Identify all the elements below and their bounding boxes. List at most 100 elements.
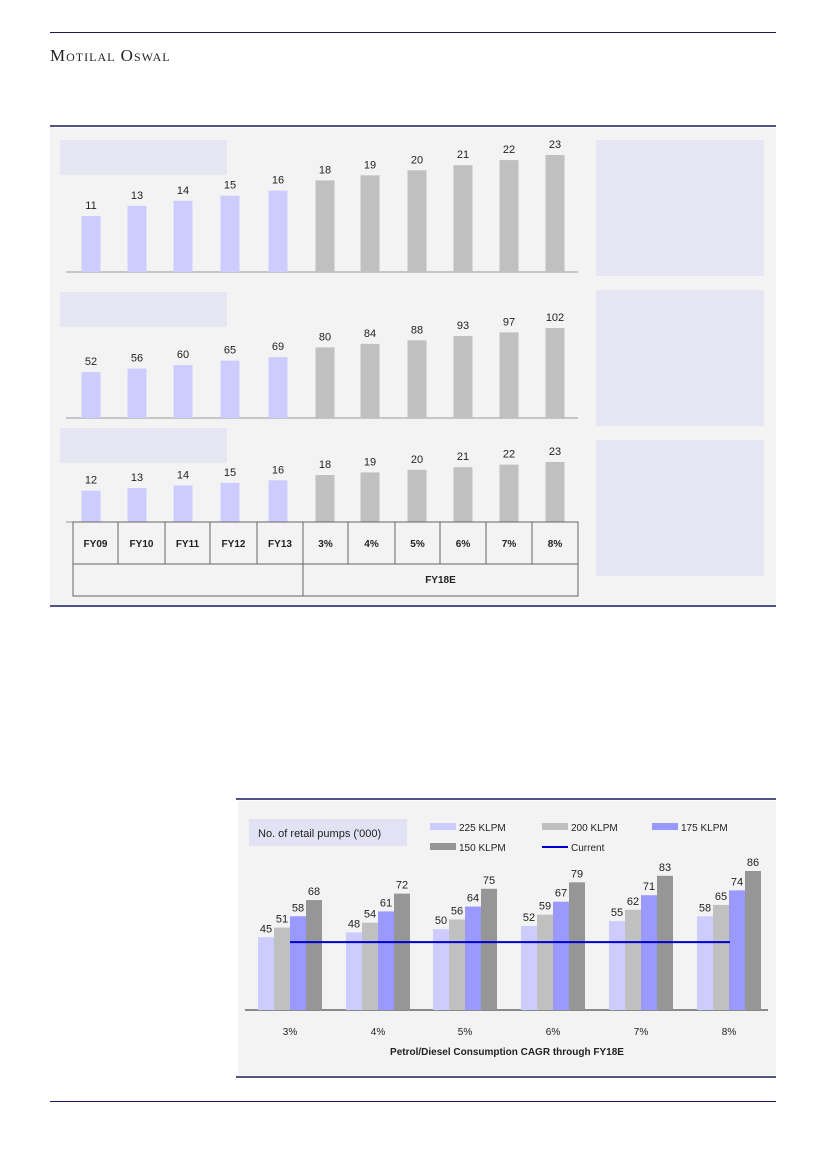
header-rule	[50, 32, 776, 33]
table-category-label: 4%	[364, 539, 379, 550]
bar	[449, 919, 465, 1010]
bar	[394, 893, 410, 1010]
bar	[258, 937, 274, 1010]
bar	[641, 895, 657, 1010]
bar	[745, 871, 761, 1010]
bar	[173, 485, 193, 522]
panel-title-box	[60, 292, 227, 327]
bar	[537, 914, 553, 1010]
data-label: 11	[85, 200, 96, 212]
bar	[173, 200, 193, 272]
data-label: 74	[731, 876, 743, 888]
data-label: 21	[457, 451, 469, 463]
category-table	[72, 521, 579, 597]
data-label: 15	[224, 180, 236, 192]
data-label: 13	[131, 190, 143, 202]
data-label: 88	[411, 324, 423, 336]
bar	[499, 464, 519, 522]
bar	[713, 904, 729, 1010]
data-label: 14	[177, 469, 189, 481]
data-label: 22	[503, 449, 515, 461]
bar	[378, 911, 394, 1010]
panel-title-box	[60, 140, 227, 175]
data-label: 84	[364, 328, 376, 340]
data-label: 21	[457, 149, 469, 161]
bar	[362, 922, 378, 1010]
bar	[268, 190, 288, 272]
bar	[306, 900, 322, 1010]
bar	[453, 467, 473, 522]
side-note-box	[596, 140, 764, 276]
exhibit-bar-charts: 11 13 14 15 16 18 19 20 21 22 23 52 56 60 65 69 80 84 88 93…	[50, 125, 776, 607]
panel-title-box	[60, 428, 227, 463]
table-category-label: FY09	[84, 539, 108, 550]
data-label: 52	[85, 356, 97, 368]
table-category-label: 3%	[318, 539, 333, 550]
data-label: 18	[319, 459, 331, 471]
bar	[127, 205, 147, 272]
table-category-label: 7%	[502, 539, 517, 550]
bar	[360, 175, 380, 272]
bar	[729, 890, 745, 1010]
data-label: 79	[571, 868, 583, 880]
table-category-label: FY12	[222, 539, 246, 550]
bar	[545, 462, 565, 522]
bar	[453, 165, 473, 272]
data-label: 14	[177, 185, 189, 197]
bar	[360, 472, 380, 522]
chart-title: No. of retail pumps ('000)	[258, 828, 381, 840]
bar	[481, 888, 497, 1010]
bar	[553, 901, 569, 1010]
bar	[173, 365, 193, 418]
legend-swatch	[430, 823, 456, 830]
data-label: 60	[177, 349, 189, 361]
data-label: 71	[643, 881, 655, 893]
chart-background	[238, 801, 776, 1075]
bar	[290, 916, 306, 1010]
x-tick-label: 4%	[371, 1027, 386, 1038]
data-label: 16	[272, 175, 284, 187]
data-label: 13	[131, 472, 143, 484]
data-label: 97	[503, 316, 515, 328]
data-label: 23	[549, 446, 561, 458]
x-tick-label: 5%	[458, 1027, 473, 1038]
side-note-box	[596, 440, 764, 576]
legend-swatch	[652, 823, 678, 830]
data-label: 19	[364, 159, 376, 171]
table-category-label: 5%	[410, 539, 425, 550]
data-label: 56	[451, 905, 463, 917]
bar	[499, 160, 519, 272]
brand-logo: Motilal Oswal	[50, 46, 171, 65]
data-label: 16	[272, 464, 284, 476]
data-label: 67	[555, 888, 567, 900]
footer-rule	[50, 1101, 776, 1102]
table-category-label: 6%	[456, 539, 471, 550]
data-label: 58	[699, 902, 711, 914]
data-label: 72	[396, 880, 408, 892]
bar	[81, 490, 101, 522]
legend-label: 150 KLPM	[459, 843, 506, 854]
table-category-label: FY13	[268, 539, 292, 550]
data-label: 59	[539, 901, 551, 913]
legend-label: 225 KLPM	[459, 823, 506, 834]
bar	[521, 925, 537, 1010]
data-label: 83	[659, 862, 671, 874]
data-label: 61	[380, 897, 392, 909]
bar	[220, 482, 240, 522]
bar	[407, 170, 427, 272]
legend-label: Current	[571, 843, 605, 854]
bar	[346, 932, 362, 1010]
bar	[625, 909, 641, 1010]
bar	[545, 155, 565, 272]
data-label: 64	[467, 893, 479, 905]
bar	[545, 328, 565, 418]
legend-label: 200 KLPM	[571, 823, 618, 834]
bar	[569, 882, 585, 1010]
data-label: 102	[546, 312, 564, 324]
data-label: 56	[131, 353, 143, 365]
x-tick-label: 8%	[722, 1027, 737, 1038]
side-note-box	[596, 290, 764, 426]
bar	[465, 906, 481, 1010]
x-axis-label: Petrol/Diesel Consumption CAGR through F…	[390, 1047, 624, 1058]
x-tick-label: 6%	[546, 1027, 561, 1038]
